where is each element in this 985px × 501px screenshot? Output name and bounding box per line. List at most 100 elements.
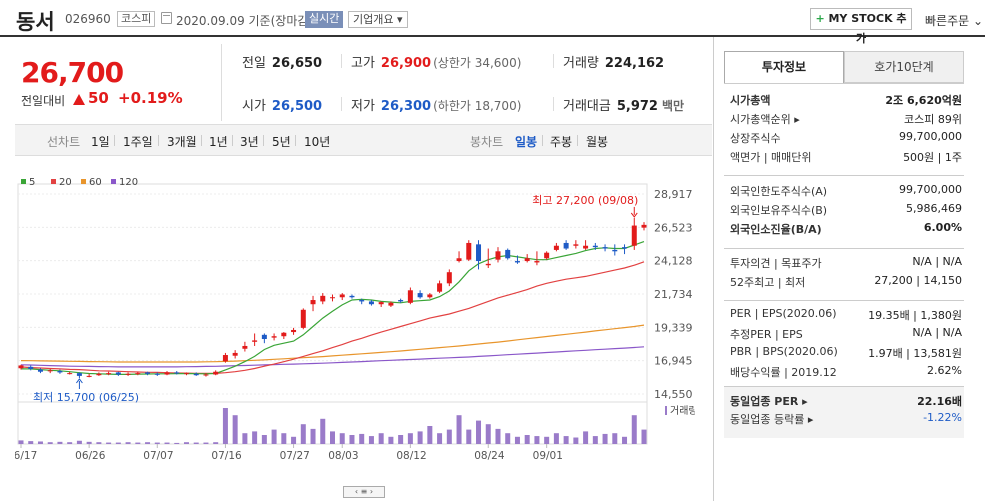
info-key: PBR | BPS(2020.06)	[730, 345, 838, 358]
quick-order-button[interactable]: 빠른주문 ⌄	[925, 14, 984, 28]
ma60-line	[20, 324, 645, 363]
tab-order-book[interactable]: 호가10단계	[844, 51, 964, 83]
candle-body	[563, 242, 569, 249]
volume-bar	[583, 431, 589, 444]
stat-sub: (하한가 18,700)	[433, 99, 522, 113]
stock-name[interactable]: 동서	[16, 10, 55, 34]
up-arrow-icon	[73, 94, 85, 105]
candle-body	[154, 373, 160, 375]
tab-3y[interactable]: 3년	[240, 135, 259, 149]
candle-body	[641, 224, 647, 228]
candle-body	[622, 247, 628, 249]
volume-bar	[213, 442, 219, 444]
y-tick-label: 19,339	[654, 321, 693, 334]
candle-body	[378, 302, 384, 305]
volume-bar	[446, 429, 452, 444]
high-arrow-head	[630, 212, 638, 218]
stock-code: 026960	[65, 12, 111, 26]
info-key: 추정PER | EPS	[730, 328, 803, 341]
legend-label: 120	[119, 177, 138, 188]
info-value: 6.00%	[923, 221, 962, 234]
tab-3m[interactable]: 3개월	[167, 135, 197, 149]
volume-bar	[592, 436, 598, 444]
candle-body	[135, 373, 141, 375]
candle-body	[349, 295, 355, 298]
realtime-button[interactable]: 실시간	[305, 11, 344, 28]
volume-bar	[125, 442, 131, 444]
info-key: 52주최고 | 최저	[730, 276, 806, 289]
info-row: 배당수익률 | 2019.12 2.62%	[730, 364, 962, 382]
legend-swatch	[51, 179, 56, 184]
candle-body	[310, 300, 316, 305]
info-key: 외국인소진율(B/A)	[730, 223, 822, 236]
tab-5y[interactable]: 5년	[272, 135, 291, 149]
volume-bar	[57, 441, 63, 444]
stat-label: 전일	[242, 56, 266, 71]
candle-body	[96, 373, 102, 376]
info-key: 시가총액	[730, 94, 771, 107]
ma120-line	[20, 346, 645, 368]
info-key: 투자의견 | 목표주가	[730, 257, 822, 270]
x-tick-label: 06/26	[75, 450, 106, 462]
investment-info-panel: 투자정보 호가10단계 시가총액 2조 6,620억원 시가총액순위 ▸ 코스피 89…	[713, 37, 985, 501]
volume-label: 거래량	[670, 405, 695, 417]
volume-bar	[300, 424, 306, 444]
legend-label: 5	[29, 177, 35, 188]
tab-1y[interactable]: 1년	[209, 135, 228, 149]
company-overview-button[interactable]: 기업개요 ▾	[348, 11, 408, 28]
volume-bar	[96, 442, 102, 444]
stat-label: 거래대금	[563, 99, 611, 114]
volume-bar	[485, 424, 491, 444]
tab-1d[interactable]: 1일	[91, 135, 110, 149]
candle-body	[544, 252, 550, 259]
volume-bar	[222, 408, 228, 444]
tab-investment-info[interactable]: 투자정보	[724, 51, 844, 83]
stat-trade-value: 거래대금 5,972 백만	[563, 95, 684, 114]
tab-monthly[interactable]: 월봉	[586, 135, 609, 149]
candle-body	[602, 247, 608, 249]
x-tick-label: 07/07	[143, 450, 173, 462]
info-row: 추정PER | EPS N/A | N/A	[730, 326, 962, 344]
info-row: PER | EPS(2020.06) 19.35배 | 1,380원	[730, 307, 962, 325]
volume-bar	[398, 435, 404, 444]
info-key: 동일업종 등락률 ▸	[730, 413, 814, 426]
volume-legend-swatch	[665, 406, 667, 415]
volume-bar	[388, 436, 394, 444]
candle-body	[534, 261, 540, 263]
legend-label: 20	[59, 177, 72, 188]
info-value: 2조 6,620억원	[885, 94, 962, 107]
calendar-icon	[161, 12, 172, 24]
info-value: 2.62%	[927, 364, 962, 377]
info-value: 500원 | 1주	[903, 151, 962, 164]
candle-chart-label: 봉차트	[470, 135, 504, 149]
price-chart[interactable]: 28,917 26,523 24,128 21,734 19,339 16,945 14,5…	[15, 170, 695, 488]
tab-10y[interactable]: 10년	[304, 135, 331, 149]
info-value: 22.16배	[917, 395, 962, 408]
low-annotation: 최저 15,700 (06/25)	[33, 391, 139, 404]
volume-bar	[359, 433, 365, 444]
x-tick-label: 06/17	[15, 450, 37, 462]
volume-bar	[174, 442, 180, 444]
high-annotation: 최고 27,200 (09/08)	[532, 194, 638, 207]
tab-daily[interactable]: 일봉	[515, 135, 538, 149]
candle-body	[456, 258, 462, 262]
legend-label: 60	[89, 177, 102, 188]
volume-bar	[28, 441, 34, 444]
info-row: 액면가 | 매매단위 500원 | 1주	[730, 149, 962, 167]
info-value: 27,200 | 14,150	[874, 274, 962, 287]
market-badge: 코스피	[117, 11, 156, 27]
volume-bar	[534, 436, 540, 444]
candle-body	[242, 345, 248, 349]
info-value: 코스피 89위	[904, 113, 962, 126]
tab-1w[interactable]: 1주일	[123, 135, 153, 149]
info-row: 상장주식수 99,700,000	[730, 130, 962, 148]
volume-bar	[476, 420, 482, 444]
candle-body	[339, 294, 345, 298]
tab-weekly[interactable]: 주봉	[550, 135, 573, 149]
stat-value: 26,650	[271, 56, 323, 71]
stat-open: 시가 26,500	[242, 95, 322, 114]
mystock-add-button[interactable]: + MY STOCK 추가	[810, 8, 912, 45]
info-key: 배당수익률 | 2019.12	[730, 366, 837, 379]
chart-scroll-handle[interactable]: ‹ ≡ ›	[343, 486, 385, 498]
info-row: 동일업종 PER ▸ 22.16배	[730, 393, 962, 411]
